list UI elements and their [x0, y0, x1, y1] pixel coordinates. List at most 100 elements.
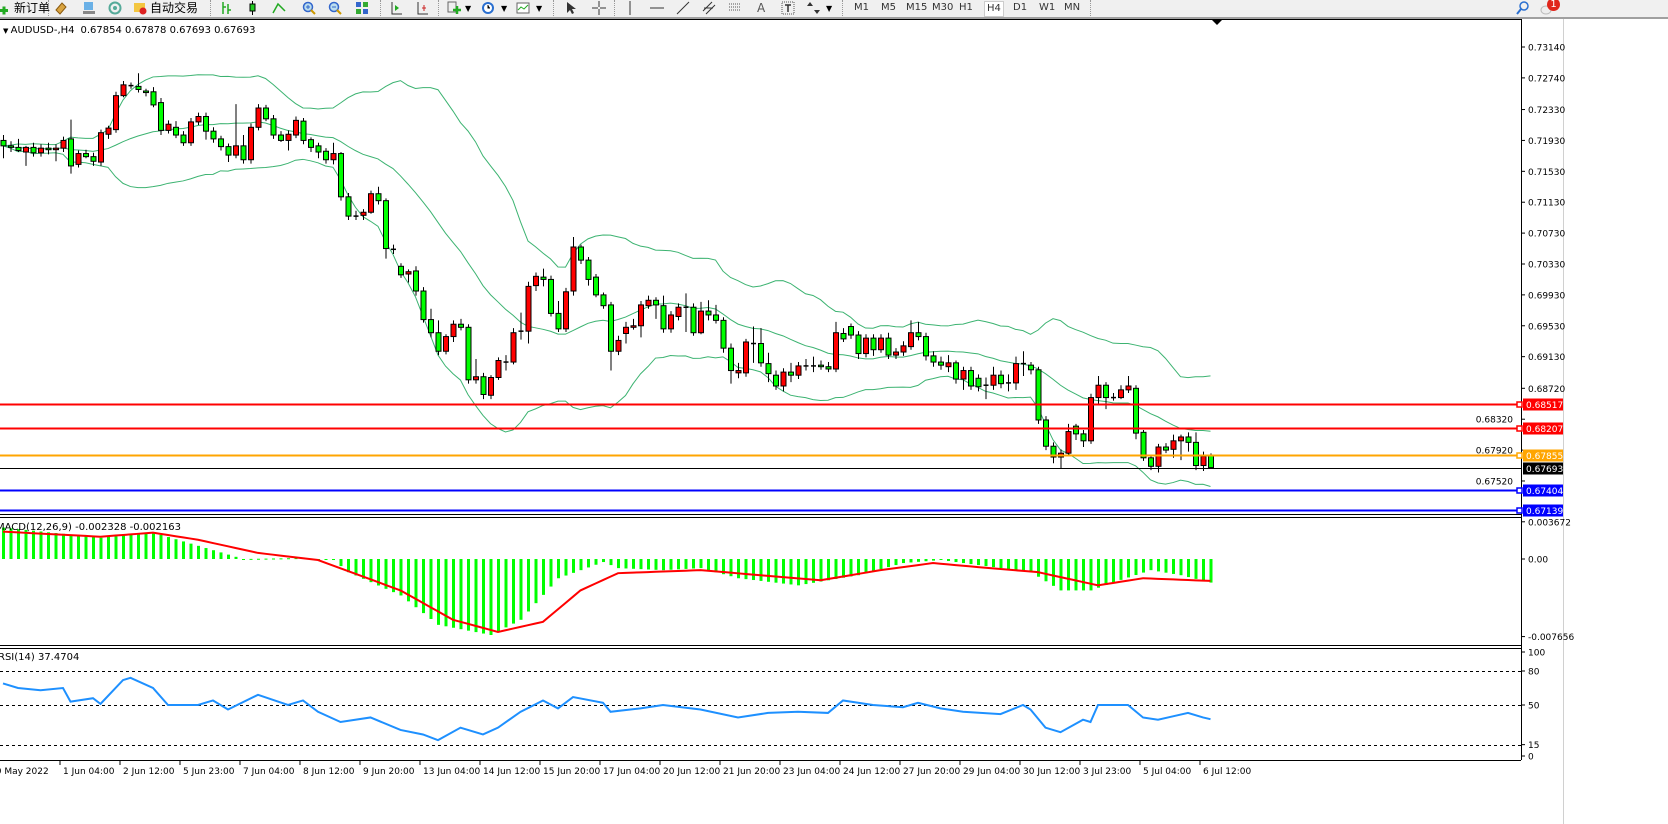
period-d1-button[interactable]: D1 — [1013, 2, 1028, 13]
candle-body — [623, 326, 629, 334]
level-tag-bg — [1523, 422, 1563, 435]
market-watch-icon[interactable] — [54, 0, 68, 16]
new-order-button[interactable]: 新订单 — [0, 0, 50, 16]
candle — [885, 332, 892, 359]
rsi-pane[interactable] — [0, 671, 1521, 746]
zoom-out-icon[interactable] — [328, 0, 342, 16]
macd-histogram-bar — [782, 559, 785, 584]
candle-body — [285, 133, 292, 141]
period-mn-button[interactable]: MN — [1064, 2, 1081, 13]
level-handle[interactable] — [1516, 507, 1523, 514]
candle — [30, 142, 37, 157]
level-handle[interactable] — [1516, 452, 1523, 459]
macd-histogram-bar — [69, 534, 73, 559]
macd-histogram-bar — [1127, 559, 1130, 578]
cursor-icon[interactable] — [563, 0, 577, 16]
candle-body — [600, 294, 607, 307]
new-order-label: 新订单 — [14, 0, 51, 15]
candle — [540, 268, 547, 287]
indicators-dropdown-icon[interactable]: ▼ — [465, 3, 472, 13]
arrows-icon[interactable] — [807, 0, 821, 16]
time-tick-label: 5 Jun 23:00 — [183, 767, 235, 777]
bollinger-lower-line — [2, 145, 1211, 487]
main-price-pane[interactable] — [0, 73, 1521, 512]
candle-body — [120, 84, 127, 97]
autotrading-button[interactable]: 自动交易 — [133, 0, 198, 16]
text-icon[interactable]: A — [757, 0, 766, 15]
autoscroll-icon[interactable] — [389, 0, 403, 16]
macd-histogram-bar — [1142, 559, 1145, 573]
period-m1-button[interactable]: M1 — [854, 2, 869, 13]
candle-body — [735, 370, 742, 374]
macd-histogram-bar — [894, 559, 898, 566]
level-handle[interactable] — [1516, 487, 1523, 494]
candle-body — [300, 120, 307, 141]
macd-histogram-bar — [347, 559, 350, 573]
candle — [495, 357, 502, 380]
macd-histogram-bar — [489, 559, 493, 635]
candle-body — [765, 363, 772, 375]
period-w1-button[interactable]: W1 — [1039, 2, 1056, 13]
tile-windows-icon[interactable] — [355, 0, 369, 16]
periods-clock-icon[interactable] — [481, 0, 495, 16]
level-handle[interactable] — [1516, 425, 1523, 432]
candle — [278, 131, 284, 142]
candle — [945, 355, 952, 373]
candle — [443, 334, 449, 355]
candle-body — [458, 323, 464, 328]
candle-body — [608, 304, 614, 352]
candle — [518, 312, 524, 340]
candle-body — [945, 362, 952, 368]
period-h1-button[interactable]: H1 — [959, 2, 973, 13]
period-m15-button[interactable]: M15 — [906, 2, 928, 13]
period-m30-button[interactable]: M30 — [932, 2, 954, 13]
navigator-icon[interactable] — [82, 0, 96, 16]
candle-body — [825, 366, 832, 370]
candle-body — [465, 326, 472, 381]
zoom-in-icon[interactable] — [302, 0, 316, 16]
templates-dropdown-icon[interactable]: ▼ — [536, 3, 543, 13]
macd-pane[interactable] — [2, 527, 1213, 635]
macd-histogram-bar — [692, 559, 695, 569]
bar-chart-icon[interactable] — [220, 0, 234, 16]
candle — [255, 104, 262, 131]
search-icon[interactable] — [1516, 0, 1530, 16]
chart-shift-icon[interactable] — [415, 0, 429, 16]
macd-histogram-bar — [617, 559, 620, 569]
equidistant-channel-icon[interactable] — [702, 0, 716, 16]
macd-histogram-bar — [384, 559, 388, 589]
trendline-icon[interactable] — [676, 0, 690, 16]
macd-histogram-bar — [339, 559, 343, 567]
candle-body — [743, 341, 749, 374]
time-tick-label: 3 Jul 23:00 — [1083, 767, 1132, 777]
chart-shift-marker-icon[interactable] — [1212, 20, 1222, 25]
macd-histogram-bar — [1157, 559, 1160, 572]
candle-body — [1073, 425, 1079, 435]
chat-button[interactable]: 1 — [1540, 0, 1560, 16]
horizontal-line-icon[interactable] — [650, 0, 664, 16]
header-dropdown-icon[interactable]: ▼ — [3, 27, 11, 35]
macd-histogram-bar — [1202, 559, 1205, 581]
text-label-icon[interactable] — [781, 0, 795, 16]
candle — [165, 120, 172, 134]
candle-body — [1155, 446, 1162, 467]
period-m5-button[interactable]: M5 — [881, 2, 896, 13]
candle-body — [225, 146, 232, 156]
candlestick-icon[interactable] — [246, 0, 260, 16]
candle — [960, 366, 967, 390]
candle-body — [143, 90, 149, 94]
line-chart-icon[interactable] — [272, 0, 286, 16]
candle — [608, 301, 614, 371]
arrows-dropdown-icon[interactable]: ▼ — [826, 3, 833, 13]
level-handle[interactable] — [1516, 401, 1523, 408]
indicators-icon[interactable] — [447, 0, 461, 16]
periods-dropdown-icon[interactable]: ▼ — [501, 3, 508, 13]
macd-histogram-bar — [1112, 559, 1115, 583]
signals-icon[interactable] — [108, 0, 122, 16]
crosshair-icon[interactable] — [592, 0, 606, 16]
templates-icon[interactable] — [516, 0, 530, 16]
period-h4-button[interactable]: H4 — [984, 1, 1004, 17]
candle — [751, 326, 756, 363]
vertical-line-icon[interactable] — [623, 0, 637, 16]
